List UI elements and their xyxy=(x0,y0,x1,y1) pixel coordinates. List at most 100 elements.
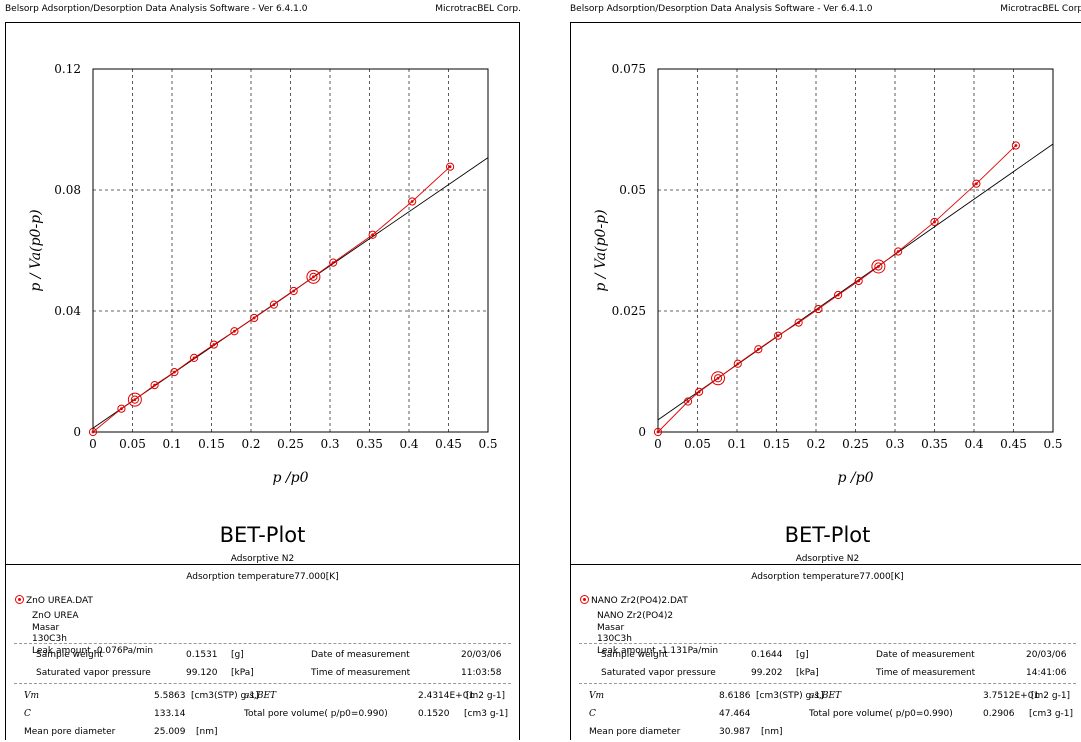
data-point xyxy=(653,427,663,437)
vm-label: Vm xyxy=(589,691,605,701)
data-point xyxy=(209,340,218,349)
tpv-label: Total pore volume( p/p0=0.990) xyxy=(244,709,388,719)
data-point xyxy=(871,259,886,274)
dashed-divider xyxy=(14,643,511,644)
data-point xyxy=(445,162,455,171)
data-point-dot xyxy=(756,347,760,351)
app-title: Belsorp Adsorption/Desorption Data Analy… xyxy=(570,4,873,14)
data-point-ring xyxy=(190,353,199,362)
y-axis-label: p / Va(p0-p) xyxy=(593,209,609,291)
data-point-ring xyxy=(713,374,723,383)
data-point-ring xyxy=(408,197,417,206)
tpv-value: 0.2906 xyxy=(983,709,1015,719)
data-point-ring xyxy=(683,397,693,406)
mpd-unit: [nm] xyxy=(761,727,783,737)
as-bet-unit: [m2 g-1] xyxy=(466,691,506,701)
data-point-dot xyxy=(233,329,236,333)
c-label: C xyxy=(24,709,31,719)
c-label: C xyxy=(589,709,596,719)
x-tick-label: 0.5 xyxy=(478,437,497,451)
data-point xyxy=(170,368,179,377)
data-point xyxy=(930,217,939,227)
file-name: ZnO UREA.DAT xyxy=(26,596,93,606)
vm-unit: [cm3(STP) g-1] xyxy=(191,691,259,701)
data-point xyxy=(408,197,417,206)
divider xyxy=(6,564,519,565)
data-point-dot xyxy=(736,362,740,366)
date-value: 20/03/06 xyxy=(1026,650,1067,660)
tpv-label: Total pore volume( p/p0=0.990) xyxy=(809,709,953,719)
x-tick-label: 0.05 xyxy=(684,437,711,451)
bet-panel-right: Belsorp Adsorption/Desorption Data Analy… xyxy=(570,0,1081,742)
data-point-ring xyxy=(733,359,742,368)
x-tick-label: 0.5 xyxy=(1043,437,1062,451)
data-point-dot xyxy=(153,383,157,387)
sample-line: Masar xyxy=(597,622,625,633)
data-point-ring xyxy=(368,230,377,239)
x-tick-label: 0.45 xyxy=(435,437,462,451)
plot-area xyxy=(92,68,489,433)
data-point xyxy=(127,392,142,407)
mpd-unit: [nm] xyxy=(196,727,218,737)
data-point-dot xyxy=(272,303,276,307)
sample-line: 130C3h xyxy=(597,634,632,644)
sample-weight-label: Sample weight xyxy=(36,650,103,660)
data-point-ring xyxy=(269,300,279,309)
temperature-label: Adsorption temperature77.000[K] xyxy=(186,572,339,582)
data-point xyxy=(306,269,321,284)
sample-weight-label: Sample weight xyxy=(601,650,668,660)
data-point-dot xyxy=(716,376,720,380)
y-axis-label: p / Va(p0-p) xyxy=(28,209,44,291)
x-tick-label: 0 xyxy=(89,437,97,451)
data-point xyxy=(1011,141,1020,150)
data-point-dot xyxy=(410,200,414,203)
data-point-dot xyxy=(857,279,861,283)
data-point-dot xyxy=(896,250,900,253)
mpd-value: 25.009 xyxy=(154,727,186,737)
bet-range-marker xyxy=(306,269,321,284)
data-point-dot xyxy=(974,182,978,186)
bet-plot: 0 0.05 0.1 0.15 0.2 0.25 0.3 0.35 0.4 0.45 0.5 0 0.0… xyxy=(28,62,498,486)
data-point-ring xyxy=(894,247,903,256)
data-point xyxy=(683,397,693,406)
date-label: Date of measurement xyxy=(311,650,410,660)
data-point xyxy=(694,387,704,396)
data-point-ring xyxy=(230,327,239,336)
report-frame: 0 0.05 0.1 0.15 0.2 0.25 0.3 0.35 0.4 0.45 0.5 0 0.0… xyxy=(5,22,520,740)
data-point-dot xyxy=(331,261,335,264)
data-point-dot xyxy=(686,400,690,403)
svp-label: Saturated vapor pressure xyxy=(36,668,151,678)
data-point-ring xyxy=(209,340,218,349)
data-point-dot xyxy=(1014,144,1018,147)
data-point xyxy=(117,404,126,413)
data-point-ring xyxy=(694,387,704,396)
data-point-ring xyxy=(309,272,318,281)
data-point-ring xyxy=(930,217,939,227)
data-point-ring xyxy=(773,331,783,340)
x-tick-label: 0.05 xyxy=(119,437,146,451)
bet-plot: 0 0.05 0.1 0.15 0.2 0.25 0.3 0.35 0.4 0.45 0.5 0 0.0… xyxy=(593,62,1063,486)
y-tick-label: 0 xyxy=(638,425,646,439)
x-tick-label: 0.1 xyxy=(727,437,746,451)
data-point-dot xyxy=(172,370,176,374)
x-tick-label: 0.15 xyxy=(198,437,225,451)
c-value: 133.14 xyxy=(154,709,186,719)
sample-line: Leak amount -1.131Pa/min xyxy=(597,645,719,656)
company-name: MicrotracBEL Corp. xyxy=(435,4,521,14)
divider xyxy=(571,564,1081,565)
sample-line: Masar xyxy=(32,622,60,633)
data-point-ring xyxy=(150,381,159,390)
svp-value: 99.120 xyxy=(186,668,218,678)
sample-weight-unit: [g] xyxy=(231,650,244,660)
sample-line: 130C3h xyxy=(32,634,67,644)
adsorptive-label: Adsorptive N2 xyxy=(230,554,295,564)
dashed-divider xyxy=(579,683,1076,684)
data-point-dot xyxy=(877,265,880,268)
data-point xyxy=(88,427,98,437)
adsorptive-label: Adsorptive N2 xyxy=(795,554,860,564)
y-tick-label: 0.04 xyxy=(54,304,81,318)
y-tick-label: 0 xyxy=(73,425,81,439)
bet-range-marker xyxy=(711,371,726,386)
data-point-ring xyxy=(874,262,883,271)
x-tick-label: 0.4 xyxy=(399,437,418,451)
